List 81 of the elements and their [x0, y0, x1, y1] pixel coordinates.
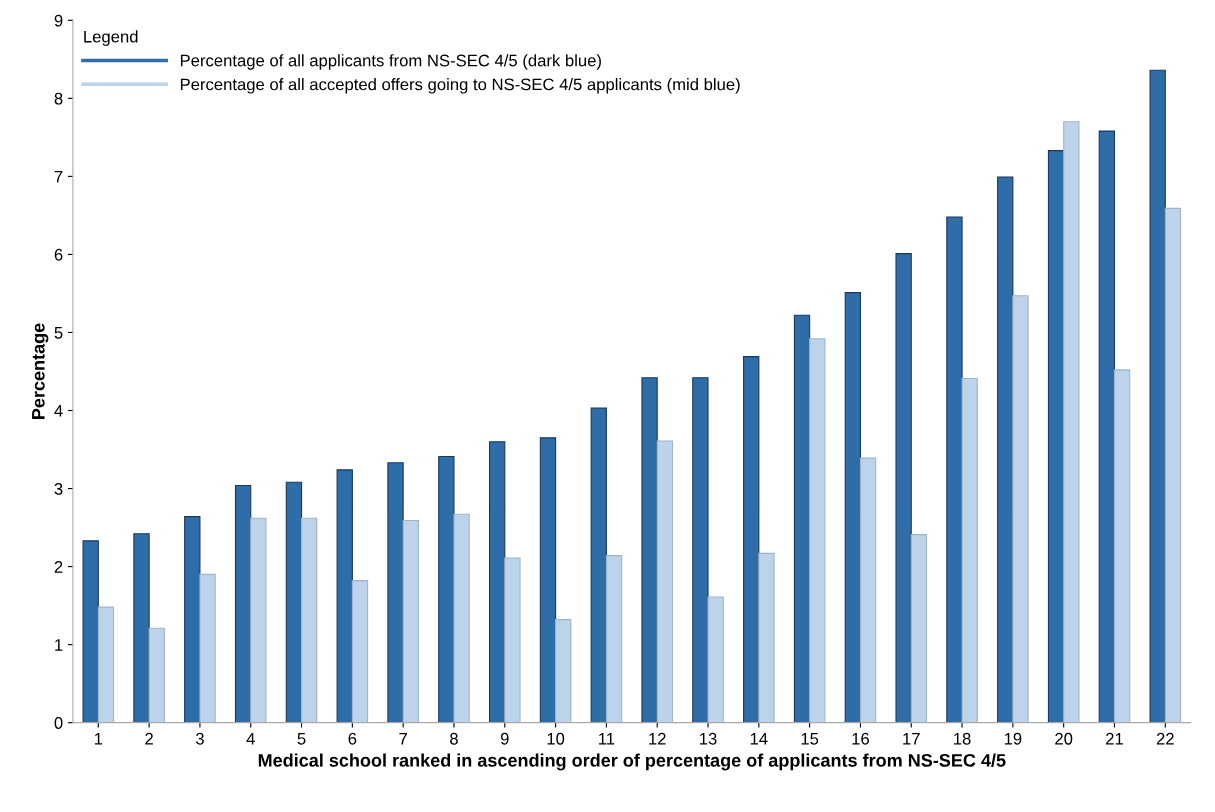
bar — [539, 437, 557, 723]
bar — [1012, 295, 1029, 723]
y-axis-title: Percentage — [32, 323, 49, 419]
bar — [895, 253, 912, 723]
bar — [148, 627, 165, 723]
bar — [1149, 69, 1166, 723]
x-tick-label: 4 — [246, 733, 255, 745]
bar — [133, 533, 150, 723]
bar — [336, 469, 353, 723]
bar — [82, 540, 99, 723]
bar — [438, 456, 455, 723]
bar — [1047, 150, 1065, 723]
x-axis-title: Medical school ranked in ascending order of percentage of applicants from NS-SEC 4/5 — [258, 753, 1006, 771]
x-tick-label: 7 — [399, 733, 407, 745]
bar — [504, 557, 521, 723]
bar — [961, 377, 978, 723]
bar — [946, 216, 963, 723]
bar — [97, 606, 115, 723]
x-tick-label: 5 — [297, 733, 306, 745]
legend-label: Percentage of all applicants from NS-SEC 4/5 (dark blue) — [180, 54, 601, 70]
x-tick-label: 12 — [649, 732, 666, 745]
y-tick-label: 6 — [54, 248, 63, 261]
x-tick-label: 22 — [1156, 732, 1174, 745]
x-tick-label: 19 — [1004, 732, 1022, 745]
bar — [1164, 207, 1182, 723]
y-tick-label: 8 — [54, 92, 63, 105]
x-tick-label: 21 — [1106, 732, 1123, 745]
bar — [199, 573, 216, 723]
y-tick-label: 7 — [54, 170, 63, 183]
bar — [234, 484, 252, 723]
legend-title: Legend — [84, 30, 138, 46]
y-tick-label: 0 — [54, 717, 63, 729]
x-tick-label: 18 — [954, 732, 971, 745]
bar — [859, 457, 877, 723]
bar — [387, 462, 404, 723]
x-tick-label: 17 — [903, 733, 920, 745]
bar — [1113, 369, 1131, 723]
bar — [300, 517, 318, 723]
y-tick-label: 4 — [54, 405, 63, 417]
x-tick-label: 11 — [599, 733, 615, 745]
bar — [910, 534, 928, 723]
bar — [555, 619, 572, 723]
y-tick-label: 3 — [54, 482, 63, 495]
x-tick-label: 10 — [547, 732, 565, 745]
bar — [656, 440, 674, 723]
x-tick-label: 1 — [94, 733, 103, 745]
bar — [351, 580, 369, 723]
bar — [641, 377, 658, 723]
bar — [844, 292, 861, 723]
x-tick-label: 6 — [348, 732, 357, 745]
x-tick-label: 20 — [1055, 732, 1073, 745]
bar — [758, 552, 775, 723]
bar — [285, 481, 303, 723]
x-tick-label: 8 — [450, 732, 458, 745]
x-tick-label: 13 — [700, 732, 717, 745]
bar — [1063, 121, 1080, 723]
bar — [453, 513, 470, 723]
x-tick-label: 3 — [195, 732, 204, 745]
x-tick-label: 16 — [852, 732, 869, 745]
bar — [1098, 130, 1116, 723]
bar — [402, 519, 419, 723]
bar — [590, 407, 607, 723]
legend-label: Percentage of all accepted offers going to NS-SEC 4/5 applicants (mid blue) — [180, 78, 740, 94]
bar — [793, 314, 811, 723]
y-tick-label: 9 — [54, 14, 63, 27]
bar — [743, 356, 760, 723]
bar — [184, 516, 201, 723]
bar — [692, 377, 709, 723]
bar — [809, 338, 826, 723]
bar — [707, 596, 724, 723]
bar — [997, 176, 1014, 723]
x-tick-label: 9 — [500, 732, 509, 745]
y-tick-label: 2 — [54, 561, 63, 573]
bar — [605, 555, 623, 723]
x-tick-label: 14 — [750, 733, 768, 745]
bar — [488, 441, 506, 723]
y-tick-label: 5 — [54, 327, 63, 339]
x-tick-label: 15 — [801, 733, 819, 745]
y-tick-label: 1 — [55, 639, 63, 651]
x-tick-label: 2 — [145, 732, 153, 745]
bar — [250, 517, 267, 723]
